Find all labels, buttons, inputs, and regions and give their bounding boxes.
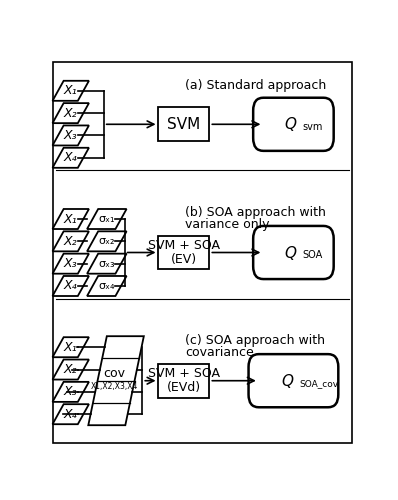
Text: X₃: X₃ (64, 386, 78, 398)
Polygon shape (53, 126, 89, 146)
Text: (b) SOA approach with: (b) SOA approach with (185, 206, 326, 218)
Polygon shape (53, 232, 89, 252)
Polygon shape (87, 276, 127, 296)
Text: (EV): (EV) (171, 253, 197, 266)
Text: $Q$: $Q$ (284, 116, 297, 134)
Text: X₁: X₁ (64, 212, 78, 226)
Polygon shape (87, 232, 127, 252)
Text: X₃: X₃ (64, 257, 78, 270)
Text: (EVd): (EVd) (167, 381, 201, 394)
Text: X₁: X₁ (64, 84, 78, 98)
FancyBboxPatch shape (253, 226, 334, 279)
Text: X₄: X₄ (64, 408, 78, 420)
Polygon shape (53, 81, 89, 101)
Polygon shape (53, 209, 89, 229)
Text: $Q$: $Q$ (284, 244, 297, 262)
Polygon shape (53, 337, 89, 357)
Text: svm: svm (302, 122, 323, 132)
Text: X1,X2,X3,X4: X1,X2,X3,X4 (91, 382, 138, 391)
Text: covariance: covariance (185, 346, 254, 360)
Text: σₓ₁: σₓ₁ (99, 214, 115, 224)
Polygon shape (53, 254, 89, 274)
Polygon shape (53, 360, 89, 380)
Text: X₂: X₂ (64, 363, 78, 376)
FancyBboxPatch shape (253, 98, 334, 151)
Text: SOA_cov: SOA_cov (300, 379, 339, 388)
Bar (158, 108, 209, 141)
Polygon shape (53, 382, 89, 402)
Text: (c) SOA approach with: (c) SOA approach with (185, 334, 326, 347)
Text: cov: cov (103, 368, 125, 380)
Text: σₓ₂: σₓ₂ (99, 236, 115, 246)
Polygon shape (53, 103, 89, 123)
Polygon shape (53, 276, 89, 296)
FancyBboxPatch shape (248, 354, 338, 408)
Text: $Q$: $Q$ (281, 372, 294, 390)
Text: σₓ₄: σₓ₄ (99, 281, 115, 291)
Text: X₂: X₂ (64, 235, 78, 248)
Polygon shape (88, 336, 144, 425)
Text: SOA: SOA (302, 250, 323, 260)
Bar (158, 236, 209, 270)
Polygon shape (53, 404, 89, 424)
Text: SVM: SVM (167, 117, 201, 132)
Text: X₄: X₄ (64, 280, 78, 292)
Polygon shape (53, 148, 89, 168)
Polygon shape (87, 254, 127, 274)
Text: σₓ₃: σₓ₃ (98, 258, 115, 268)
Bar (158, 364, 209, 398)
Polygon shape (87, 209, 127, 229)
Text: SVM + SOA: SVM + SOA (148, 239, 220, 252)
Text: X₁: X₁ (64, 340, 78, 353)
Text: X₄: X₄ (64, 152, 78, 164)
Text: SVM + SOA: SVM + SOA (148, 368, 220, 380)
Text: variance only: variance only (185, 218, 270, 232)
Text: X₃: X₃ (64, 129, 78, 142)
Text: X₂: X₂ (64, 106, 78, 120)
Text: (a) Standard approach: (a) Standard approach (185, 80, 327, 92)
